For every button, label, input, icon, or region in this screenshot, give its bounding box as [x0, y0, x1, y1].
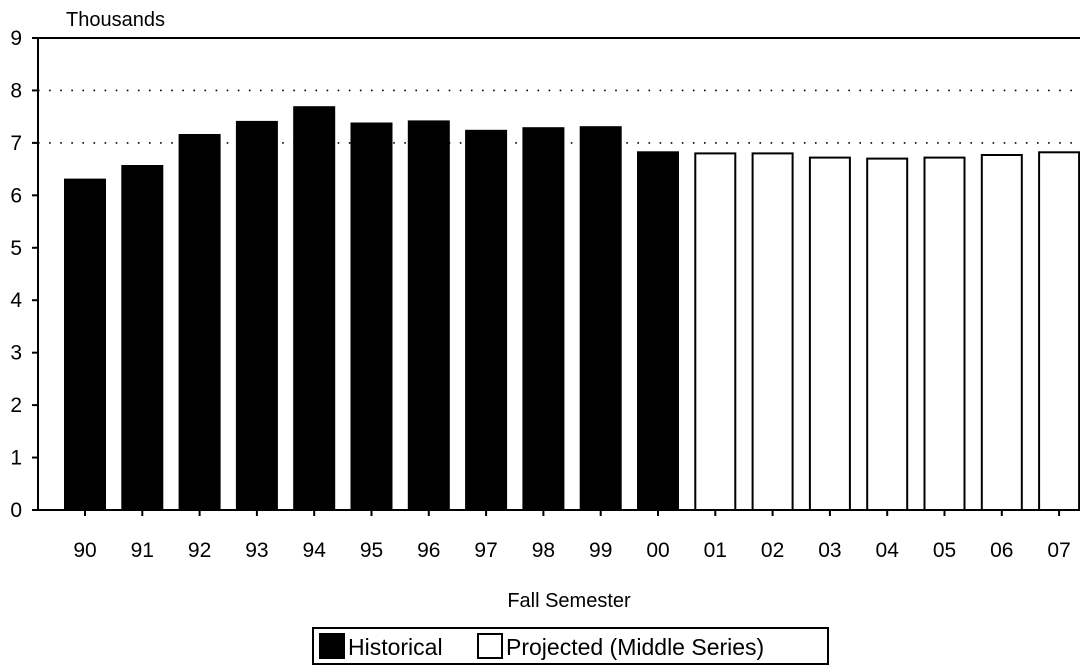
- bar-historical: [235, 120, 278, 512]
- x-tick-label: 97: [474, 539, 497, 562]
- bar-historical: [637, 151, 679, 512]
- x-tick-label: 06: [990, 539, 1013, 562]
- bar-projected: [923, 156, 966, 511]
- x-tick-label: 91: [131, 539, 154, 562]
- x-tick-label: 99: [589, 539, 612, 562]
- legend-label-historical: Historical: [348, 634, 443, 660]
- y-tick-label: 3: [10, 342, 22, 365]
- y-tick-label: 8: [10, 79, 22, 102]
- bar-projected: [866, 157, 909, 511]
- y-unit-label: Thousands: [66, 9, 165, 31]
- x-tick-label: 95: [360, 539, 383, 562]
- y-tick-label: 5: [10, 237, 22, 260]
- bar-historical: [350, 122, 393, 511]
- y-tick-label: 6: [10, 184, 22, 207]
- bar-projected: [694, 152, 737, 511]
- bars: [64, 106, 1080, 512]
- bar-historical: [178, 134, 221, 511]
- bar-projected: [980, 154, 1023, 511]
- y-ticks: 0 1 2 3 4 5 6 7 8 9: [10, 27, 38, 522]
- axes: [37, 37, 1080, 511]
- y-tick-label: 4: [10, 289, 22, 312]
- bar-historical: [293, 106, 336, 511]
- x-tick-label: 00: [646, 539, 669, 562]
- y-tick-label: 2: [10, 394, 22, 417]
- bar-historical: [579, 126, 622, 511]
- x-tick-label: 98: [532, 539, 555, 562]
- x-tick-label: 02: [761, 539, 784, 562]
- x-tick-label: 05: [933, 539, 956, 562]
- x-ticks: 90 91 92 93 94 95 96 97 98 99 00 01 02 03 04 05 06 07: [73, 510, 1071, 562]
- bar-historical: [465, 129, 508, 512]
- x-tick-label: 93: [245, 539, 268, 562]
- legend-swatch-historical: [319, 633, 345, 659]
- y-tick-label: 1: [10, 447, 22, 470]
- legend-label-projected: Projected (Middle Series): [506, 634, 764, 660]
- x-tick-label: 90: [73, 539, 96, 562]
- bar-historical: [121, 165, 164, 511]
- x-tick-label: 04: [876, 539, 900, 562]
- bar-historical: [522, 127, 565, 511]
- bar-projected: [1038, 151, 1080, 512]
- y-tick-label: 9: [10, 27, 22, 50]
- x-tick-label: 92: [188, 539, 211, 562]
- x-tick-label: 94: [303, 539, 327, 562]
- bar-projected: [808, 156, 851, 511]
- bar-historical: [407, 120, 450, 512]
- bar-projected: [751, 152, 794, 511]
- bar-historical: [64, 178, 106, 511]
- legend-swatch-projected: [477, 633, 503, 659]
- x-tick-label: 03: [818, 539, 841, 562]
- x-tick-label: 07: [1047, 539, 1070, 562]
- y-tick-label: 0: [10, 499, 22, 522]
- legend-border: [312, 627, 829, 665]
- x-tick-label: 01: [704, 539, 727, 562]
- y-tick-label: 7: [10, 132, 22, 155]
- x-axis-title: Fall Semester: [507, 590, 631, 612]
- x-tick-label: 96: [417, 539, 440, 562]
- legend: Historical Projected (Middle Series): [312, 627, 829, 665]
